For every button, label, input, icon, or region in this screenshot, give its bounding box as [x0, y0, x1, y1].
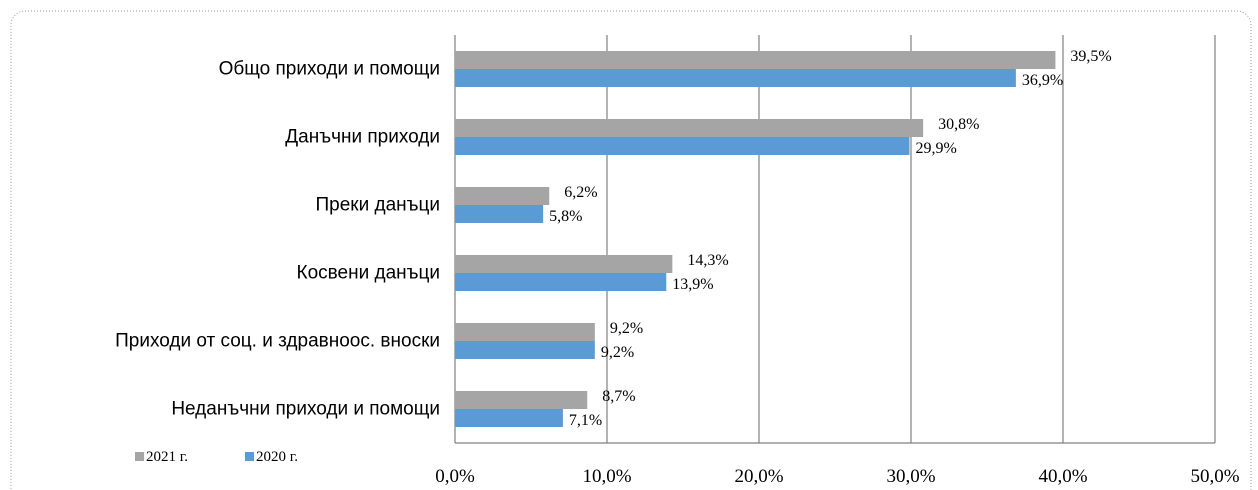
- bar: [455, 205, 544, 223]
- x-tick-label: 10,0%: [582, 466, 631, 487]
- bar: [455, 51, 1056, 69]
- legend-swatch: [245, 452, 254, 461]
- bar: [455, 137, 910, 155]
- data-label: 36,9%: [1022, 72, 1063, 89]
- y-tick-label: Приходи от соц. и здравноос. вноски: [115, 330, 440, 352]
- bar: [455, 323, 595, 341]
- legend-label: 2021 г.: [146, 449, 188, 465]
- y-tick-label: Косвени данъци: [296, 262, 440, 284]
- data-label: 9,2%: [610, 320, 643, 337]
- bar: [455, 187, 550, 205]
- x-tick-label: 30,0%: [886, 466, 935, 487]
- y-tick-label: Данъчни приходи: [285, 126, 440, 148]
- data-label: 13,9%: [672, 276, 713, 293]
- y-tick-label: Неданъчни приходи и помощи: [171, 398, 440, 420]
- bar: [455, 391, 588, 409]
- bar: [455, 273, 667, 291]
- legend-swatch: [135, 452, 144, 461]
- data-label: 8,7%: [602, 388, 635, 405]
- legend-label: 2020 г.: [256, 449, 298, 465]
- bar: [455, 255, 673, 273]
- y-tick-label: Общо приходи и помощи: [218, 58, 440, 80]
- data-label: 30,8%: [938, 116, 979, 133]
- bar: [455, 119, 924, 137]
- data-label: 9,2%: [601, 344, 634, 361]
- data-label: 7,1%: [569, 412, 602, 429]
- bar: [455, 69, 1016, 87]
- bar: [455, 341, 595, 359]
- data-label: 6,2%: [564, 184, 597, 201]
- data-label: 29,9%: [915, 140, 956, 157]
- x-tick-label: 50,0%: [1190, 466, 1239, 487]
- bar: [455, 409, 563, 427]
- data-label: 39,5%: [1070, 48, 1111, 65]
- x-tick-label: 0,0%: [435, 466, 475, 487]
- chart-border: [10, 10, 1252, 490]
- data-label: 14,3%: [687, 252, 728, 269]
- data-label: 5,8%: [549, 208, 582, 225]
- y-tick-label: Преки данъци: [315, 194, 440, 216]
- x-tick-label: 20,0%: [734, 466, 783, 487]
- x-tick-label: 40,0%: [1038, 466, 1087, 487]
